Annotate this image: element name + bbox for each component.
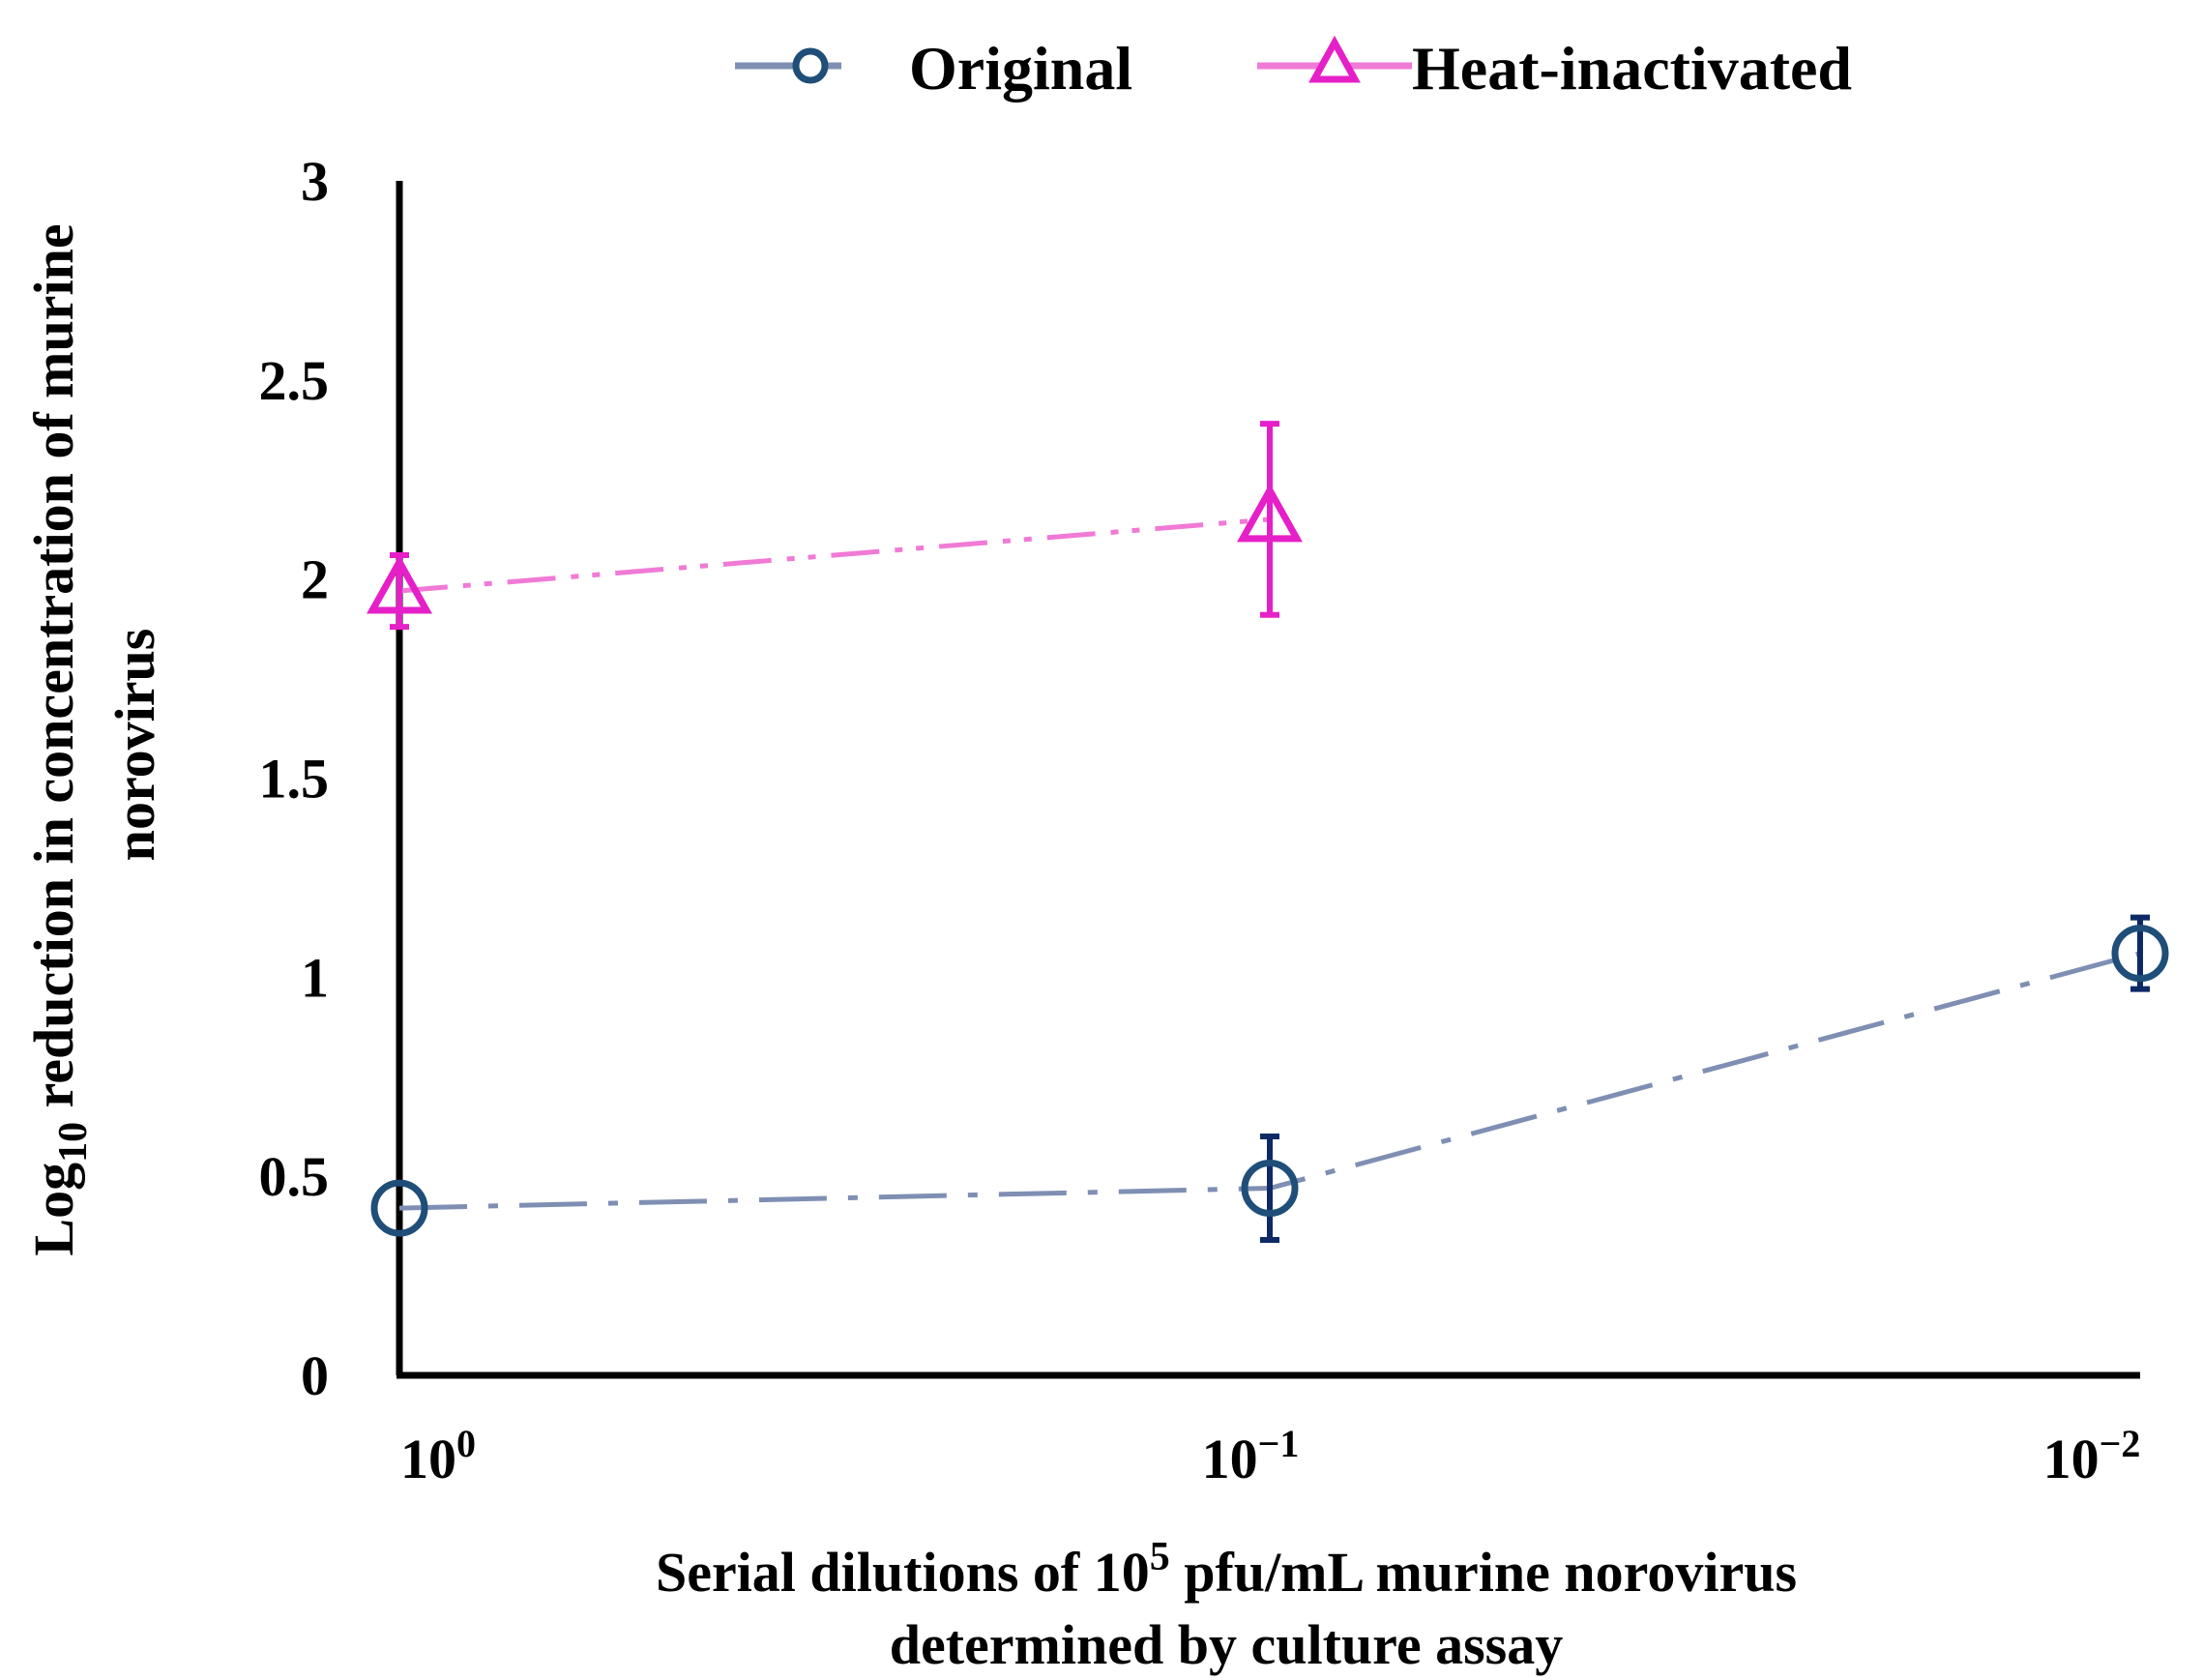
legend-original-marker (792, 47, 829, 84)
y-axis-title: Log10 reduction in concentration of muri… (22, 223, 166, 1255)
data-point-original (370, 1179, 428, 1237)
x-tick-label: 100 (400, 1422, 476, 1490)
y-tick-label: 2 (301, 548, 329, 611)
x-axis-title-line2: determined by culture assay (890, 1613, 1564, 1676)
y-axis-title-log: Log (22, 1163, 85, 1256)
y-axis-title-rest: reduction in concentration of murine (22, 223, 85, 1121)
legend-item-original: Original (735, 34, 1132, 103)
svg-text:Serial dilutions of 105 pfu/m: Serial dilutions of 105 pfu/mL murine no… (656, 1535, 1797, 1604)
y-tick-label: 0 (301, 1344, 329, 1407)
x-axis-title-prefix: Serial dilutions of 10 (656, 1541, 1150, 1604)
legend-heat-inactivated-marker (1308, 35, 1361, 83)
data-point-original (1241, 1160, 1299, 1218)
series-layer (367, 421, 2169, 1244)
y-tick-label: 0.5 (259, 1145, 330, 1208)
x-tick-base: 10 (400, 1428, 456, 1490)
y-tick-labels: 0 0.5 1 1.5 2 2.5 3 (259, 150, 330, 1407)
x-tick-base: 10 (2043, 1428, 2100, 1490)
x-tick-base: 10 (1202, 1428, 1258, 1490)
legend-heat-inactivated-label: Heat-inactivated (1412, 34, 1852, 103)
x-tick-label: 10−2 (2043, 1422, 2141, 1490)
legend-original-label: Original (909, 34, 1132, 103)
x-tick-label: 10−1 (1202, 1422, 1300, 1490)
x-tick-labels: 100 10−1 10−2 (400, 1422, 2140, 1490)
data-point-heat-inactivated (367, 554, 432, 614)
x-axis-title-sup: 5 (1150, 1535, 1170, 1579)
svg-text:Log10 reduction in concentrat: Log10 reduction in concentration of muri… (22, 223, 96, 1255)
data-point-heat-inactivated (1237, 483, 1303, 543)
series-line-heat-inactivated (398, 516, 1271, 594)
x-tick-exponent: −1 (1258, 1422, 1300, 1465)
legend-item-heat-inactivated: Heat-inactivated (1257, 34, 1852, 103)
x-tick-exponent: 0 (456, 1422, 476, 1465)
x-axis-title: Serial dilutions of 105 pfu/mL murine no… (656, 1535, 1797, 1676)
y-tick-label: 1.5 (259, 748, 330, 811)
y-tick-label: 1 (301, 946, 329, 1009)
y-tick-label: 2.5 (259, 349, 330, 412)
y-axis-title-sub: 10 (51, 1122, 96, 1163)
data-point-original (2111, 925, 2169, 983)
y-axis-title-line2: norovirus (103, 629, 166, 862)
x-tick-exponent: −2 (2100, 1422, 2141, 1465)
legend: Original Heat-inactivated (735, 34, 1852, 103)
x-axis-title-suffix: pfu/mL murine norovirus (1170, 1541, 1797, 1604)
y-tick-label: 3 (301, 150, 329, 213)
